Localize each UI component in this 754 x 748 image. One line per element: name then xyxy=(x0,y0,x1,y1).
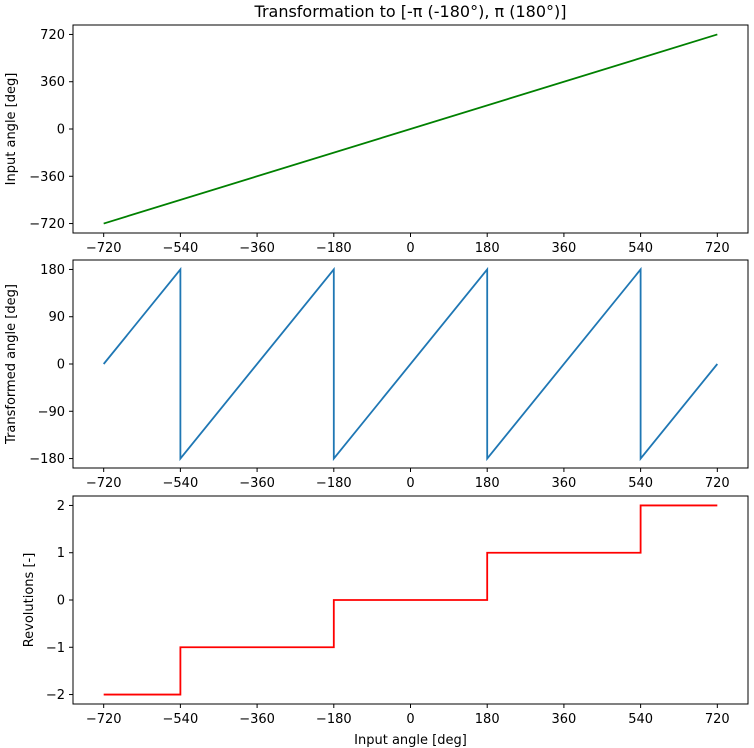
y-tick-label: −360 xyxy=(29,170,65,185)
x-tick-label: −360 xyxy=(239,476,275,491)
series-line-1 xyxy=(103,504,718,696)
x-tick-label: 360 xyxy=(551,712,576,727)
x-tick-label: −540 xyxy=(163,712,199,727)
x-tick-label: −360 xyxy=(239,712,275,727)
y-tick-label: 180 xyxy=(40,263,65,278)
x-tick-label: 540 xyxy=(628,712,653,727)
x-tick-label: −360 xyxy=(239,241,275,256)
y-tick-label: −180 xyxy=(29,452,65,467)
y-axis-label: Transformed angle [deg] xyxy=(4,284,19,445)
x-tick-label: 720 xyxy=(705,476,730,491)
y-tick-label: 1 xyxy=(57,546,65,561)
x-tick-label: 360 xyxy=(551,476,576,491)
x-tick-label: 360 xyxy=(551,241,576,256)
x-tick-label: 180 xyxy=(475,241,500,256)
x-axis-label: Input angle [deg] xyxy=(354,733,467,748)
x-tick-label: 0 xyxy=(406,241,414,256)
x-tick-label: 0 xyxy=(406,476,414,491)
x-tick-label: 0 xyxy=(406,712,414,727)
y-tick-label: 0 xyxy=(57,358,65,373)
x-tick-label: 720 xyxy=(705,712,730,727)
y-tick-label: −720 xyxy=(29,217,65,232)
y-tick-label: −1 xyxy=(46,641,65,656)
y-axis-label: Revolutions [-] xyxy=(22,553,37,648)
series-line-1 xyxy=(103,33,718,225)
x-tick-label: −540 xyxy=(163,476,199,491)
y-tick-label: 0 xyxy=(57,123,65,138)
x-tick-label: 540 xyxy=(628,241,653,256)
x-tick-label: −540 xyxy=(163,241,199,256)
x-tick-label: −720 xyxy=(86,712,122,727)
x-tick-label: −720 xyxy=(86,241,122,256)
y-tick-label: 2 xyxy=(57,499,65,514)
x-tick-label: 180 xyxy=(475,712,500,727)
x-tick-label: 540 xyxy=(628,476,653,491)
y-axis-label: Input angle [deg] xyxy=(4,73,19,186)
x-tick-label: −720 xyxy=(86,476,122,491)
chart-panel-3: −720 −540 −360 −180 0 180 360 540 720 −2 −1 0 1 2 Revo… xyxy=(22,495,749,748)
y-tick-label: 0 xyxy=(57,594,65,609)
y-tick-label: −90 xyxy=(38,405,65,420)
chart-panel-2: −720 −540 −360 −180 0 180 360 540 720 −180 −90 0 90 1… xyxy=(4,259,749,491)
x-tick-label: −180 xyxy=(316,241,352,256)
chart-title: Transformation to [-π (-180°), π (180°)] xyxy=(254,2,567,21)
y-tick-label: 90 xyxy=(48,310,65,325)
chart-panel-1: −720 −540 −360 −180 0 180 360 540 720 −720 −360 0 36… xyxy=(4,2,749,256)
x-tick-label: 180 xyxy=(475,476,500,491)
x-tick-label: −180 xyxy=(316,476,352,491)
y-tick-label: −2 xyxy=(46,688,65,703)
series-line-1 xyxy=(102,266,719,462)
y-tick-label: 360 xyxy=(40,75,65,90)
x-tick-label: −180 xyxy=(316,712,352,727)
y-tick-label: 720 xyxy=(40,28,65,43)
x-tick-label: 720 xyxy=(705,241,730,256)
